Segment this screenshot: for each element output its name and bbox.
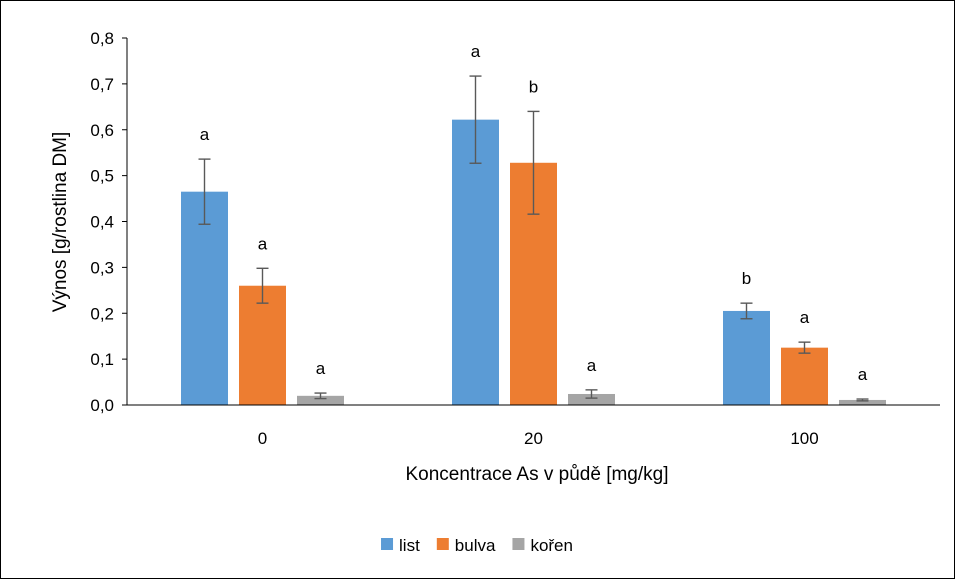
y-tick-label: 0,0	[90, 396, 114, 415]
y-tick-label: 0,8	[90, 29, 114, 48]
significance-label: a	[200, 125, 210, 144]
legend-swatch	[381, 538, 394, 550]
x-axis-title: Koncentrace As v půdě [mg/kg]	[406, 464, 669, 485]
y-tick-label: 0,3	[90, 258, 114, 277]
legend-swatch	[512, 538, 525, 550]
legend-label: list	[399, 536, 420, 555]
legend-label: kořen	[530, 536, 573, 555]
y-axis-ticks: 0,0 0,1 0,2 0,3 0,4 0,5 0,6 0,7 0,8	[90, 29, 127, 415]
significance-label: a	[471, 42, 481, 61]
significance-label: a	[316, 359, 326, 378]
x-tick-label: 0	[258, 429, 267, 448]
x-tick-label: 20	[524, 429, 543, 448]
bar-kořen-0	[297, 395, 344, 405]
x-axis-ticks: 0 20 100	[258, 429, 819, 448]
bar-bulva-0	[239, 285, 286, 405]
bar-kořen-100	[839, 399, 886, 405]
y-tick-label: 0,6	[90, 121, 114, 140]
x-tick-label: 100	[790, 429, 818, 448]
y-axis-title: Výnos [g/rostlina DM]	[50, 132, 71, 313]
significance-label: a	[800, 308, 810, 327]
legend-swatch	[436, 538, 449, 550]
bar-list-100	[723, 310, 770, 405]
bar-kořen-20	[568, 393, 615, 405]
legend-item-bulva: bulva	[436, 536, 496, 555]
significance-label: a	[587, 356, 597, 375]
bar-list-20	[452, 119, 499, 405]
y-tick-label: 0,5	[90, 167, 114, 186]
significance-label: a	[258, 234, 268, 253]
legend-item-list: list	[381, 536, 420, 555]
bars: a a a a b a b a a	[181, 42, 886, 405]
axes	[126, 38, 940, 406]
y-tick-label: 0,4	[90, 213, 114, 232]
y-tick-label: 0,7	[90, 75, 114, 94]
significance-label: b	[529, 77, 538, 96]
legend-item-kořen: kořen	[512, 536, 573, 555]
bar-list-0	[181, 191, 228, 405]
bar-bulva-100	[781, 347, 828, 405]
legend: list bulva kořen	[381, 536, 573, 555]
significance-label: a	[858, 365, 868, 384]
y-tick-label: 0,1	[90, 350, 114, 369]
y-tick-label: 0,2	[90, 304, 114, 323]
legend-label: bulva	[455, 536, 496, 555]
significance-label: b	[742, 269, 751, 288]
